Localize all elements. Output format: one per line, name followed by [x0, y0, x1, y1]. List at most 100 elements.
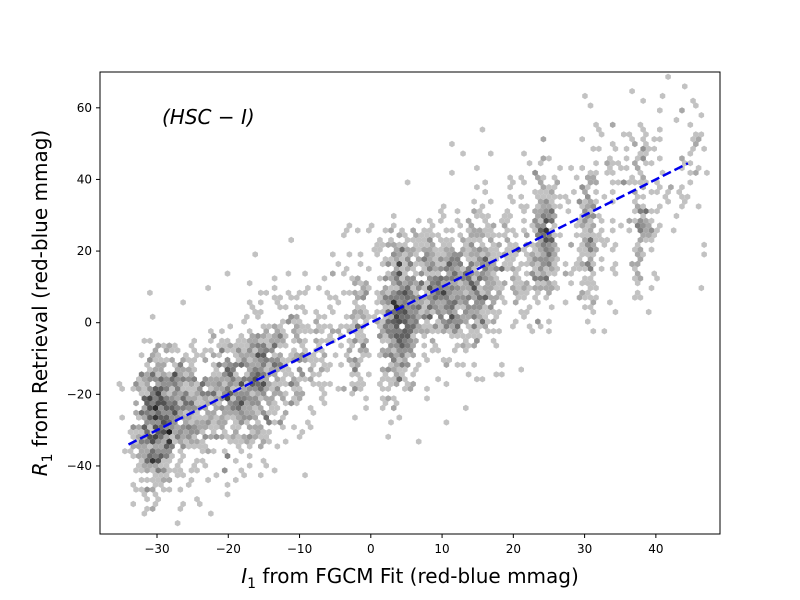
hexbin-cell	[410, 352, 416, 359]
hexbin-cell	[274, 337, 281, 344]
hexbin-cell	[158, 481, 164, 488]
hexbin-cell	[476, 332, 483, 340]
hexbin-cell	[634, 222, 641, 229]
hexbin-cell	[161, 486, 167, 493]
hexbin-cell	[271, 380, 278, 388]
hexbin-cell	[258, 299, 264, 306]
hexbin-cell	[294, 380, 300, 388]
hexbin-cell	[490, 280, 497, 287]
hexbin-cell	[457, 260, 463, 268]
hexbin-cell	[188, 361, 195, 368]
hexbin-cell	[161, 380, 167, 388]
hexbin-cell	[260, 323, 267, 330]
hexbin-cell	[568, 280, 574, 287]
hexbin-cell	[493, 284, 500, 292]
hexbin-cell	[388, 236, 394, 244]
hexbin-cell	[501, 299, 508, 306]
hexbin-cell	[202, 433, 209, 440]
hexbin-cell	[485, 328, 491, 335]
hexbin-cell	[230, 433, 236, 440]
hexbin-cell	[399, 332, 405, 340]
hexbin-cell	[307, 424, 314, 431]
hexbin-cell	[294, 313, 300, 320]
hexbin-cell	[230, 395, 236, 402]
hexbin-cell	[684, 193, 691, 200]
hexbin-cell	[177, 400, 184, 407]
hexbin-cell	[515, 284, 522, 292]
hexbin-cell	[388, 361, 394, 368]
hexbin-cell	[668, 184, 674, 191]
hexbin-cell	[501, 260, 508, 268]
hexbin-cell	[191, 443, 197, 450]
hexbin-cell	[141, 424, 148, 431]
hexbin-cell	[404, 256, 411, 263]
hexbin-cell	[277, 294, 283, 301]
hexbin-cell	[219, 424, 225, 431]
hexbin-cell	[235, 376, 242, 383]
hexbin-cell	[266, 361, 272, 368]
hexbin-cell	[366, 352, 372, 359]
hexbin-cell	[349, 313, 355, 320]
hexbin-cell	[643, 236, 649, 244]
hexbin-cell	[269, 356, 275, 364]
hexbin-cell	[155, 352, 161, 359]
hexbin-cell	[141, 385, 148, 392]
hexbin-cell	[524, 270, 530, 277]
hexbin-cell	[263, 366, 269, 373]
hexbin-cell	[632, 140, 638, 148]
hexbin-cell	[266, 428, 272, 436]
hexbin-cell	[144, 457, 150, 464]
hexbin-cell	[299, 323, 306, 330]
hexbin-cell	[524, 280, 530, 287]
hexbin-cell	[626, 131, 633, 138]
hexbin-cell	[551, 280, 558, 287]
hexbin-cell	[471, 208, 477, 215]
hexbin-cell	[255, 342, 261, 349]
hexbin-cell	[485, 251, 491, 258]
hexbin-cell	[316, 371, 322, 378]
hexbin-cell	[468, 260, 475, 268]
hexbin-cell	[255, 332, 261, 340]
hexbin-cell	[357, 337, 364, 344]
hexbin-cell	[496, 251, 502, 258]
hexbin-cell	[391, 328, 397, 335]
hexbin-cell	[479, 318, 486, 325]
hexbin-cell	[302, 347, 308, 354]
hexbin-cell	[166, 428, 173, 436]
hexbin-cell	[233, 400, 239, 407]
hexbin-cell	[654, 208, 660, 215]
hexbin-cell	[343, 313, 350, 320]
hexbin-cell	[465, 256, 472, 263]
hexbin-cell	[463, 337, 469, 344]
hexbin-cell	[659, 92, 666, 100]
hexbin-cell	[144, 371, 150, 378]
hexbin-cell	[249, 304, 256, 311]
hexbin-cell	[299, 304, 306, 311]
hexbin-cell	[224, 270, 231, 277]
hexbin-cell	[194, 438, 200, 445]
hexbin-cell	[155, 380, 161, 388]
hexbin-cell	[479, 241, 486, 248]
hexbin-cell	[396, 241, 403, 248]
hexbin-cell	[637, 121, 644, 128]
hexbin-cell	[632, 179, 638, 186]
hexbin-cell	[476, 256, 483, 263]
hexbin-cell	[208, 347, 214, 354]
hexbin-cell	[612, 308, 619, 316]
hexbin-cell	[399, 265, 405, 272]
hexbin-cell	[424, 356, 430, 364]
hexbin-cell	[205, 284, 211, 292]
hexbin-cell	[216, 352, 222, 359]
hexbin-cell	[136, 414, 142, 421]
hexbin-cell	[357, 356, 364, 364]
hexbin-cell	[379, 385, 386, 392]
hexbin-cell	[396, 318, 403, 325]
hexbin-cell	[302, 337, 308, 344]
hexbin-cell	[665, 188, 671, 196]
hexbin-cell	[216, 380, 222, 388]
hexbin-cell	[562, 260, 569, 268]
hexbin-cell	[166, 448, 173, 455]
hexbin-cell	[471, 246, 477, 253]
hexbin-cell	[596, 212, 602, 220]
hexbin-cell	[161, 457, 167, 464]
